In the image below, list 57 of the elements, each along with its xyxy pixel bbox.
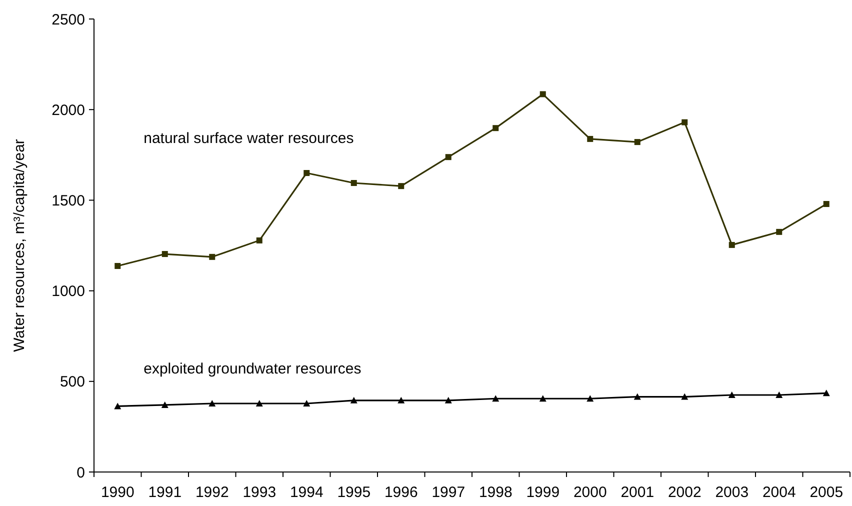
point: [776, 391, 783, 398]
x-tick-label: 2000: [573, 484, 607, 501]
point: [822, 390, 830, 396]
x-tick-label: 1994: [290, 484, 324, 501]
point: [682, 119, 688, 126]
y-tick-label: 1500: [52, 192, 85, 210]
point: [539, 395, 546, 402]
x-tick-label: 1995: [337, 484, 371, 501]
point: [587, 136, 594, 142]
point: [445, 154, 452, 160]
point: [256, 237, 262, 244]
point: [162, 251, 168, 258]
point: [823, 201, 830, 208]
point: [350, 396, 358, 404]
point: [114, 402, 122, 410]
point: [304, 170, 310, 176]
point: [161, 401, 168, 408]
x-tick-label: 1993: [242, 484, 276, 501]
point: [303, 400, 310, 407]
y-tick-label: 0: [76, 464, 85, 482]
point: [634, 139, 640, 146]
y-axis-title: Water resources, m³/capita/year: [11, 139, 28, 352]
y-tick-label: 2500: [52, 11, 85, 28]
point: [398, 396, 405, 404]
x-tick-label: 1997: [432, 484, 466, 501]
point: [492, 125, 499, 132]
point: [776, 228, 782, 235]
point: [398, 183, 404, 190]
x-tick-label: 1992: [195, 484, 229, 501]
series-label: exploited groundwater resources: [144, 360, 362, 378]
x-tick-label: 2004: [762, 484, 796, 501]
point: [256, 400, 263, 407]
point: [209, 254, 216, 260]
x-tick-label: 2003: [715, 484, 749, 501]
y-tick-label: 1000: [52, 283, 85, 300]
x-tick-label: 1999: [526, 484, 560, 501]
point: [540, 91, 546, 98]
y-tick-label: 2000: [52, 102, 85, 119]
point: [586, 395, 594, 402]
point: [681, 393, 688, 400]
x-tick-label: 2005: [810, 484, 844, 501]
point: [634, 393, 641, 400]
point: [444, 396, 452, 404]
x-tick-label: 2002: [668, 484, 702, 501]
point: [350, 180, 357, 186]
point: [728, 242, 735, 248]
x-tick-label: 1998: [478, 484, 512, 501]
x-tick-label: 1996: [384, 484, 418, 501]
text: natural surface water resources: [144, 130, 354, 148]
y-tick-label: 500: [60, 374, 85, 391]
x-tick-label: 2001: [620, 484, 654, 501]
point: [114, 262, 121, 269]
x-tick-label: 1991: [148, 484, 182, 501]
x-tick-label: 1990: [100, 484, 134, 501]
point: [492, 395, 500, 402]
point: [728, 391, 736, 398]
point: [208, 400, 216, 407]
